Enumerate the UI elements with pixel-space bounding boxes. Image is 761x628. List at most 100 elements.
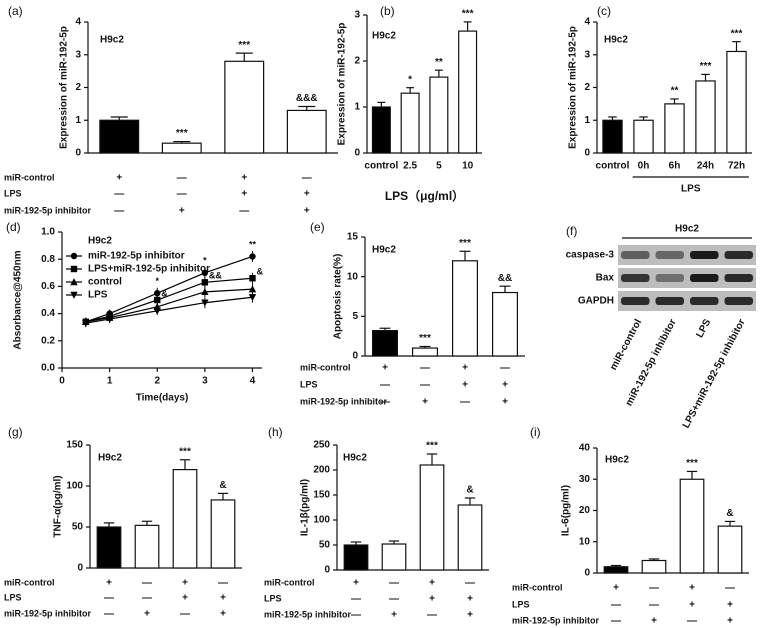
condition-sign: + <box>182 593 188 604</box>
condition-sign: — <box>380 397 390 408</box>
condition-sign: + <box>353 578 359 589</box>
y-axis-label: Expression of miR-192-5p <box>59 26 70 149</box>
y-tick-label: 1 <box>584 115 590 126</box>
bar <box>412 347 439 357</box>
condition-sign: + <box>382 363 388 374</box>
condition-sign: — <box>465 578 475 589</box>
bar <box>603 566 629 574</box>
y-tick-label: 3 <box>584 49 590 60</box>
x-tick-label: control <box>364 161 398 172</box>
condition-sign: — <box>351 594 361 605</box>
condition-label: miR-control <box>4 172 55 182</box>
y-tick-label: 5 <box>352 311 358 322</box>
condition-sign: — <box>649 600 659 611</box>
condition-sign: — <box>351 610 361 621</box>
bar <box>664 103 685 154</box>
group-label: LPS <box>681 184 701 195</box>
condition-sign: + <box>116 173 122 184</box>
condition-sign: — <box>302 173 312 184</box>
x-axis-label: LPS（μg/ml） <box>385 188 464 203</box>
significance: *** <box>459 238 471 249</box>
bar <box>633 119 654 154</box>
condition-sign: — <box>687 616 697 627</box>
condition-sign: + <box>241 189 247 200</box>
blot-strip <box>618 268 756 288</box>
blot-band <box>724 274 753 282</box>
panel-label: (i) <box>530 425 541 439</box>
y-tick-label: 0.0 <box>41 363 55 374</box>
condition-sign: — <box>389 594 399 605</box>
x-tick-label: 0h <box>638 161 650 172</box>
marker <box>201 279 209 286</box>
condition-sign: + <box>502 397 508 408</box>
marker <box>70 252 78 260</box>
bar <box>224 60 265 154</box>
marker <box>248 294 257 302</box>
significance: *** <box>731 28 743 39</box>
blot-band <box>690 297 719 305</box>
condition-sign: — <box>611 616 621 627</box>
condition-label: miR-192-5p inhibitor <box>264 609 352 619</box>
condition-sign: — <box>114 206 124 217</box>
bar <box>602 119 623 154</box>
condition-sign: + <box>462 380 468 391</box>
condition-sign: — <box>142 578 152 589</box>
condition-label: miR-192-5p inhibitor <box>300 396 388 406</box>
chart-title: H9c2 <box>100 35 124 46</box>
marker <box>201 288 209 296</box>
significance: *** <box>426 441 438 452</box>
y-tick-label: 0 <box>75 148 81 159</box>
y-axis-label: IL-6(pg/ml) <box>561 485 572 536</box>
y-tick-label: 200 <box>313 465 330 476</box>
condition-sign: — <box>380 380 390 391</box>
blot-band <box>690 251 719 259</box>
y-tick-label: 4 <box>584 17 590 28</box>
marker <box>70 265 78 273</box>
significance: *** <box>238 40 250 51</box>
blot-title: H9c2 <box>675 224 699 235</box>
chart-title: H9c2 <box>604 35 628 46</box>
x-tick-label: control <box>596 161 630 172</box>
significance: && <box>498 273 512 284</box>
significance: & <box>161 288 168 298</box>
bar <box>726 50 747 154</box>
panel-label: (e) <box>310 220 325 234</box>
condition-sign: + <box>462 363 468 374</box>
condition-sign: + <box>220 609 226 620</box>
condition-sign: — <box>500 363 510 374</box>
y-tick-label: 0.2 <box>41 335 55 346</box>
x-tick-label: 2.5 <box>403 161 417 172</box>
chart-title: H9c2 <box>372 31 396 42</box>
y-tick-label: 0.4 <box>41 308 55 319</box>
condition-sign: — <box>420 363 430 374</box>
x-tick-label: 72h <box>728 161 745 172</box>
condition-sign: — <box>460 397 470 408</box>
blot-strip <box>618 245 756 265</box>
blot-lane-label: miR-control <box>608 317 644 372</box>
panel-label: (h) <box>268 425 283 439</box>
bar <box>381 543 407 571</box>
bar <box>458 30 478 154</box>
y-axis-label: TNF-α(pg/ml) <box>53 475 64 537</box>
blot-lane-label: LPS+miR-192-5p inhibitor <box>681 317 748 430</box>
blot-band <box>724 297 753 305</box>
x-tick-label: 3 <box>202 376 208 387</box>
bar <box>641 559 667 574</box>
blot-row-label: Bax <box>596 273 615 284</box>
y-tick-label: 1.0 <box>41 227 55 238</box>
marker <box>82 319 90 327</box>
panel-label: (d) <box>6 220 21 234</box>
condition-sign: + <box>727 616 733 627</box>
marker <box>154 296 161 304</box>
y-tick-label: 0 <box>584 148 590 159</box>
significance: ** <box>249 239 257 249</box>
condition-sign: + <box>467 610 473 621</box>
panel-label: (c) <box>597 4 611 18</box>
y-tick-label: 40 <box>579 443 591 454</box>
bar <box>372 330 399 357</box>
significance: *** <box>462 9 474 20</box>
condition-sign: + <box>391 610 397 621</box>
chart-title: H9c2 <box>372 245 396 256</box>
condition-label: LPS <box>300 379 318 389</box>
